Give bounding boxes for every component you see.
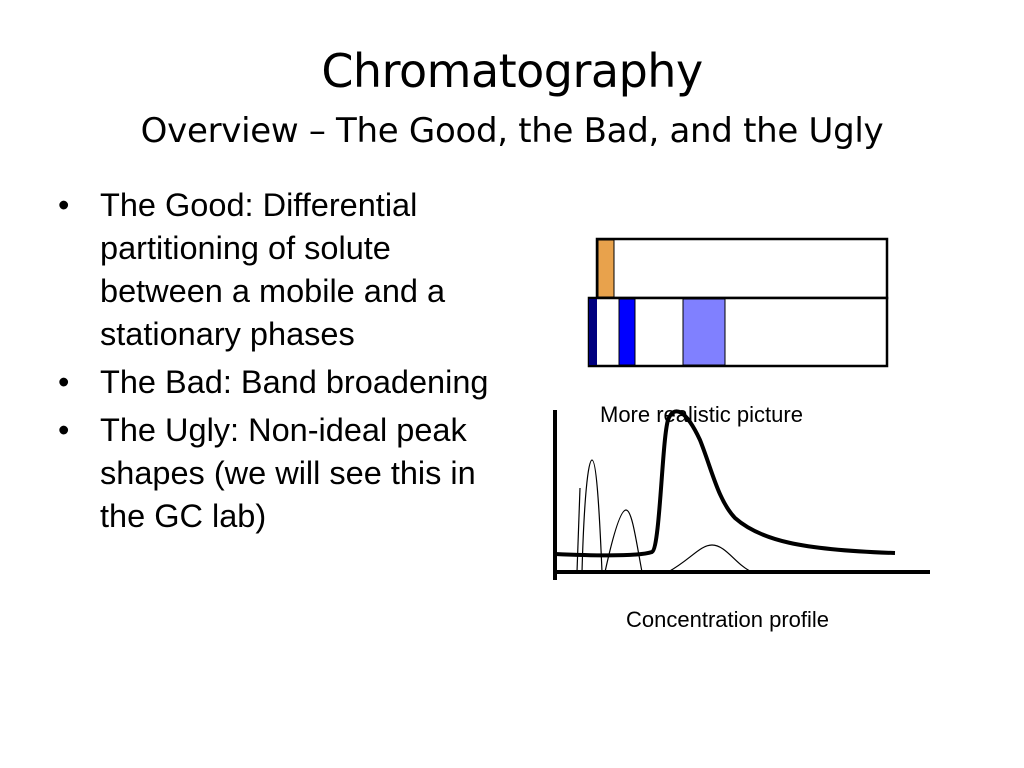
ideal-peak-narrow-tick [576,487,581,573]
slide-title: Chromatography [321,44,703,98]
ideal-peak-medium [604,509,643,573]
caption-concentration-profile: Concentration profile [626,607,830,632]
band-blue [618,298,636,366]
concentration-profile-plot [553,409,930,580]
bullet-marker: • [58,364,70,400]
ideal-peak-narrow [581,459,603,573]
bullet-marker: • [58,187,70,223]
bullet-item: • The Ugly: Non-ideal peak shapes (we wi… [58,409,508,538]
band-light [682,298,726,366]
initial-band [597,239,615,298]
bullet-item: • The Good: Differential partitioning of… [58,184,508,356]
band-dark [589,299,597,365]
bullet-text: The Bad: Band broadening [100,364,489,400]
bullet-marker: • [58,412,70,448]
ideal-peak-broad [667,544,753,573]
bullet-text: The Good: Differential partitioning of s… [100,187,446,352]
caption-realistic-picture: More realistic picture [600,402,803,427]
column-top-outline [595,237,889,300]
bullet-text: The Ugly: Non-ideal peak shapes (we will… [100,412,476,534]
realistic-tailing-peak [554,409,896,558]
column-bottom-outline [587,296,889,368]
column-illustration [587,237,889,368]
bullet-list: • The Good: Differential partitioning of… [58,184,508,543]
slide-subtitle: Overview – The Good, the Bad, and the Ug… [140,111,884,151]
bullet-item: • The Bad: Band broadening [58,361,508,404]
